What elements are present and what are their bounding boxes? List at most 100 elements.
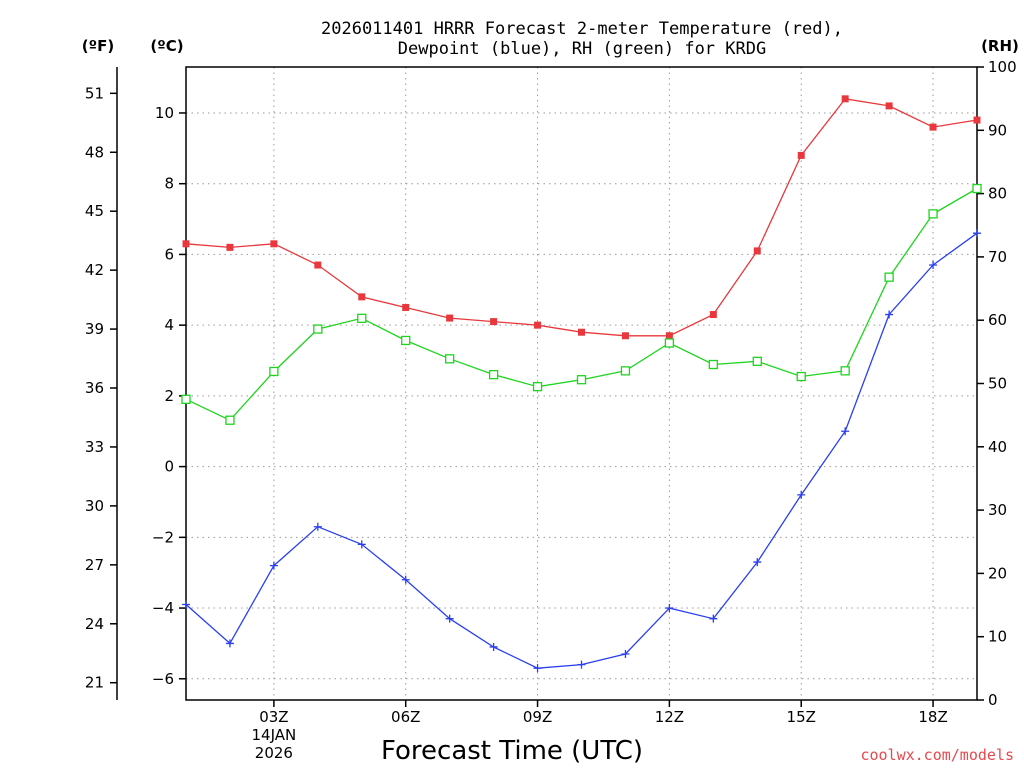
x-tick-label: 18Z xyxy=(918,708,947,726)
rh-tick-label: 80 xyxy=(988,185,1007,203)
temperature-point xyxy=(753,247,761,255)
x-tick-label: 12Z xyxy=(655,708,684,726)
dewpoint-point xyxy=(182,600,190,609)
dewpoint-point xyxy=(445,614,454,623)
x-tick-label: 06Z xyxy=(391,708,420,726)
fahrenheit-tick-label: 36 xyxy=(85,379,104,397)
chart-title-line1: 2026011401 HRRR Forecast 2-meter Tempera… xyxy=(321,19,843,39)
dewpoint-point xyxy=(753,558,762,567)
temperature-point xyxy=(709,311,717,319)
temperature-point xyxy=(973,116,981,124)
temperature-point xyxy=(665,332,673,340)
celsius-axis: −6 −4 −2 0 2 4 6 8 10 xyxy=(152,104,186,688)
celsius-tick-label: 0 xyxy=(164,458,174,476)
rh-point xyxy=(401,335,411,346)
celsius-tick-label: −4 xyxy=(152,599,174,617)
rh-tick-label: 60 xyxy=(988,311,1007,329)
rh-point xyxy=(928,209,938,219)
dewpoint-point xyxy=(269,561,278,570)
temperature-point xyxy=(621,332,629,340)
fahrenheit-tick-label: 33 xyxy=(85,438,104,456)
temperature-point xyxy=(314,261,322,269)
temperature-point xyxy=(797,151,805,159)
chart-title-line2: Dewpoint (blue), RH (green) for KRDG xyxy=(398,39,766,59)
rh-point xyxy=(488,369,499,380)
fahrenheit-tick-label: 51 xyxy=(85,84,104,102)
dewpoint-point xyxy=(621,650,630,659)
temperature-point xyxy=(534,321,542,329)
series-group xyxy=(181,95,982,673)
celsius-unit-label: (ºC) xyxy=(150,37,183,55)
celsius-tick-label: −2 xyxy=(152,528,174,546)
dewpoint-point xyxy=(577,660,586,669)
rh-point xyxy=(708,359,718,370)
rh-point xyxy=(576,375,587,385)
celsius-tick-label: 2 xyxy=(164,387,174,405)
dewpoint-point xyxy=(665,604,674,613)
dewpoint-point xyxy=(225,639,234,648)
credit-text: coolwx.com/models xyxy=(860,746,1014,764)
celsius-tick-label: 6 xyxy=(164,245,174,263)
dewpoint-line xyxy=(185,232,978,669)
rh-axis: 0 10 20 30 40 50 60 70 80 90 100 xyxy=(977,58,1017,709)
temperature-point xyxy=(358,293,366,301)
rh-point xyxy=(620,366,631,376)
fahrenheit-tick-label: 21 xyxy=(85,674,104,692)
rh-point xyxy=(181,394,191,404)
x-tick-label: 15Z xyxy=(787,708,816,726)
fahrenheit-tick-label: 27 xyxy=(85,556,104,574)
dewpoint-point xyxy=(357,540,366,549)
dewpoint-point xyxy=(709,614,718,623)
fahrenheit-tick-label: 39 xyxy=(85,320,104,338)
rh-tick-label: 90 xyxy=(988,121,1007,139)
temperature-point xyxy=(402,303,410,311)
x-date-label: 14JAN xyxy=(252,726,297,744)
temperature-point xyxy=(578,328,585,336)
rh-point xyxy=(796,371,806,382)
rh-point xyxy=(357,313,367,323)
fahrenheit-unit-label: (ºF) xyxy=(82,37,114,55)
fahrenheit-tick-label: 24 xyxy=(85,615,104,633)
dewpoint-point xyxy=(885,310,894,319)
celsius-tick-label: 4 xyxy=(164,316,174,334)
rh-point xyxy=(840,366,850,376)
x-tick-label: 09Z xyxy=(523,708,552,726)
temperature-point xyxy=(490,318,498,326)
dewpoint-point xyxy=(973,229,981,238)
rh-point xyxy=(972,183,982,194)
rh-point xyxy=(313,324,323,334)
rh-point xyxy=(664,338,675,348)
fahrenheit-tick-label: 48 xyxy=(85,143,104,161)
rh-tick-label: 10 xyxy=(988,628,1007,646)
rh-tick-label: 100 xyxy=(988,58,1017,76)
celsius-tick-label: −6 xyxy=(152,670,174,688)
fahrenheit-axis: 21 24 27 30 33 36 39 42 45 48 51 xyxy=(85,84,117,692)
dewpoint-point xyxy=(533,664,542,673)
temperature-point xyxy=(226,243,234,251)
rh-tick-label: 40 xyxy=(988,438,1007,456)
temperature-point xyxy=(841,95,849,103)
rh-point xyxy=(269,366,279,377)
x-year-label: 2026 xyxy=(255,744,293,762)
fahrenheit-tick-label: 45 xyxy=(85,202,104,220)
dewpoint-point xyxy=(929,261,938,270)
rh-point xyxy=(752,356,762,366)
x-tick-label: 03Z xyxy=(259,708,288,726)
rh-point xyxy=(225,415,235,425)
temperature-point xyxy=(885,102,893,110)
dewpoint-point xyxy=(401,575,410,584)
rh-tick-label: 30 xyxy=(988,501,1007,519)
x-axis-title: Forecast Time (UTC) xyxy=(381,736,643,766)
dewpoint-point xyxy=(489,642,498,651)
rh-point xyxy=(445,354,455,364)
temperature-point xyxy=(182,240,190,248)
rh-tick-label: 0 xyxy=(988,691,998,709)
rh-point xyxy=(532,382,543,392)
rh-point xyxy=(884,272,894,282)
dewpoint-point xyxy=(313,522,322,531)
rh-line xyxy=(185,187,978,421)
celsius-tick-label: 10 xyxy=(155,104,174,122)
gridlines xyxy=(186,67,977,700)
